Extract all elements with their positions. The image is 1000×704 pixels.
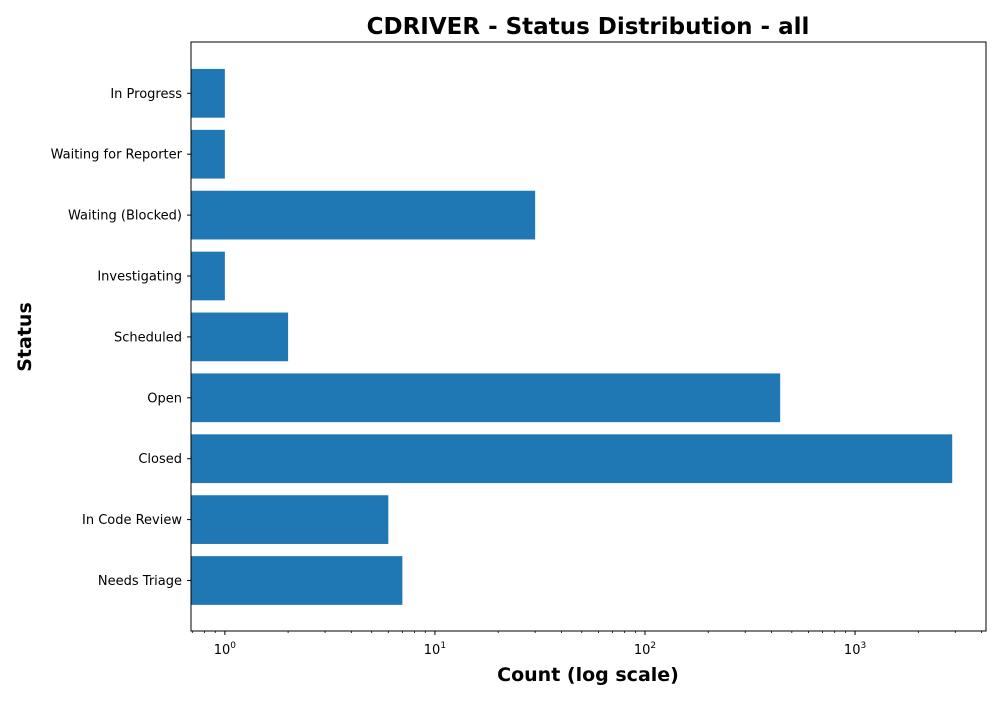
bar-investigating: [191, 251, 225, 301]
bar-open: [191, 373, 781, 423]
x-tick-label: 102: [634, 641, 656, 658]
bar-in-code-review: [191, 495, 389, 544]
y-tick-label: Scheduled: [114, 330, 182, 345]
x-tick-label: 101: [424, 641, 446, 658]
bar-in-progress: [191, 68, 225, 118]
y-tick-label: Waiting (Blocked): [68, 209, 182, 224]
bar-waiting-for-reporter: [191, 129, 225, 179]
y-tick-label: In Progress: [110, 87, 182, 102]
y-tick-label: Open: [147, 391, 182, 406]
y-axis-label: Status: [14, 302, 36, 372]
bar-scheduled: [191, 312, 289, 362]
bar-waiting-blocked: [191, 190, 536, 240]
x-tick-label: 103: [844, 641, 866, 658]
x-axis: 100 101 102 103: [191, 631, 982, 658]
chart-title: CDRIVER - Status Distribution - all: [367, 14, 810, 40]
x-tick-label: 100: [214, 641, 237, 658]
y-tick-label: Investigating: [97, 270, 182, 285]
y-tick-label: Needs Triage: [98, 574, 182, 589]
y-tick-label: Waiting for Reporter: [51, 148, 183, 163]
x-axis-label: Count (log scale): [497, 664, 679, 686]
y-tick-label: Closed: [138, 452, 182, 467]
y-axis: Needs Triage In Code Review Closed Open Sche…: [51, 87, 191, 589]
y-tick-label: In Code Review: [82, 513, 182, 528]
bar-closed: [191, 434, 953, 484]
bars: [191, 68, 953, 605]
bar-needs-triage: [191, 556, 403, 605]
